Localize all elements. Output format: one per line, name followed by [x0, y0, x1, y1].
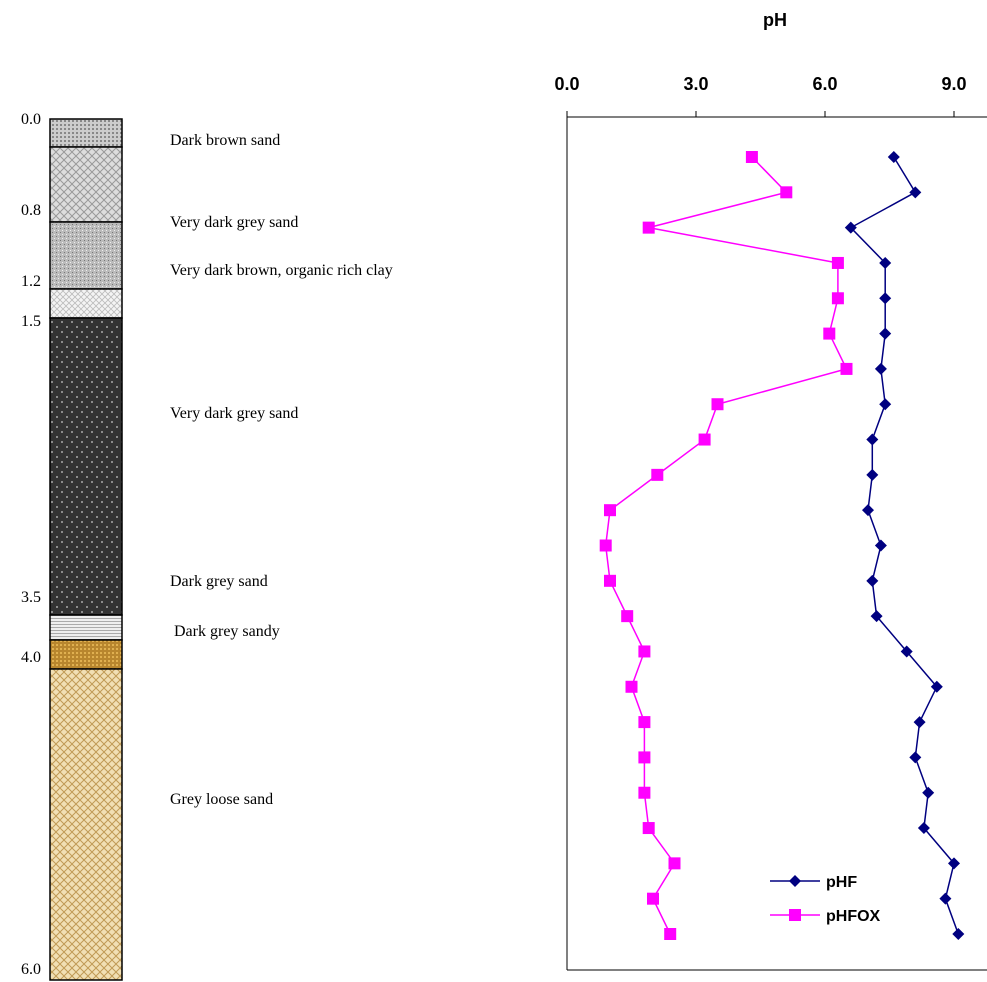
- marker: [642, 822, 655, 835]
- depth-label: 0.0: [21, 111, 41, 128]
- x-tick-label: 9.0: [941, 74, 966, 94]
- legend-marker: [789, 909, 801, 921]
- marker: [745, 151, 758, 163]
- marker: [621, 610, 634, 623]
- marker: [874, 362, 887, 375]
- marker: [638, 786, 651, 799]
- layer: [49, 317, 123, 616]
- legend-label: pHFOX: [826, 908, 881, 925]
- marker: [948, 857, 960, 870]
- marker: [909, 751, 922, 764]
- x-tick-label: 0.0: [554, 74, 579, 94]
- marker: [668, 857, 681, 870]
- marker: [870, 610, 883, 623]
- marker: [651, 468, 664, 481]
- x-tick-label: 3.0: [683, 74, 708, 94]
- marker: [844, 221, 857, 234]
- depth-label: 4.0: [21, 649, 41, 666]
- layer-description: Dark grey sandy: [174, 623, 280, 640]
- layer: [49, 221, 123, 290]
- layer: [49, 118, 123, 148]
- layer-description: Very dark grey sand: [170, 405, 298, 422]
- marker: [823, 327, 836, 340]
- marker: [840, 362, 853, 375]
- series-line: [849, 156, 960, 935]
- layer-description: Dark brown sand: [170, 132, 280, 149]
- marker: [866, 433, 879, 446]
- marker: [879, 327, 892, 340]
- marker: [879, 256, 892, 269]
- marker: [638, 645, 651, 658]
- marker: [862, 504, 874, 517]
- marker: [866, 468, 879, 481]
- legend-marker: [789, 875, 801, 887]
- marker: [698, 433, 711, 446]
- marker: [711, 398, 724, 411]
- marker: [647, 892, 659, 905]
- depth-label: 1.2: [21, 273, 41, 290]
- marker: [604, 504, 616, 517]
- marker: [625, 680, 638, 693]
- depth-label: 6.0: [21, 961, 41, 978]
- marker: [831, 292, 844, 305]
- x-tick-label: 6.0: [812, 74, 837, 94]
- marker: [913, 716, 926, 729]
- layer-description: Very dark grey sand: [170, 214, 298, 231]
- marker: [780, 186, 793, 199]
- layer: [49, 614, 123, 641]
- marker: [900, 645, 913, 658]
- layer-description: Grey loose sand: [170, 791, 273, 808]
- marker: [879, 292, 892, 305]
- marker: [638, 751, 651, 764]
- layer: [49, 146, 123, 223]
- marker: [638, 716, 651, 729]
- layer: [49, 288, 123, 319]
- marker: [887, 151, 900, 163]
- marker: [831, 256, 844, 269]
- marker: [917, 822, 930, 835]
- marker: [930, 680, 943, 693]
- marker: [642, 221, 655, 234]
- layer-description: Very dark brown, organic rich clay: [170, 262, 393, 279]
- depth-label: 3.5: [21, 589, 41, 606]
- marker: [599, 539, 612, 552]
- depth-label: 0.8: [21, 202, 41, 219]
- marker: [664, 928, 677, 940]
- marker: [952, 928, 965, 940]
- layer-description: Dark grey sand: [170, 573, 268, 590]
- marker: [866, 574, 879, 587]
- layer: [49, 639, 123, 670]
- layer: [49, 668, 123, 981]
- series-line: [604, 156, 848, 935]
- marker: [909, 186, 922, 199]
- soil-column: [49, 118, 123, 981]
- marker: [604, 574, 616, 587]
- marker: [922, 786, 935, 799]
- chart-title: pH: [763, 10, 787, 30]
- marker: [879, 398, 892, 411]
- marker: [874, 539, 887, 552]
- legend-label: pHF: [826, 874, 857, 891]
- depth-label: 1.5: [21, 313, 41, 330]
- marker: [939, 892, 952, 905]
